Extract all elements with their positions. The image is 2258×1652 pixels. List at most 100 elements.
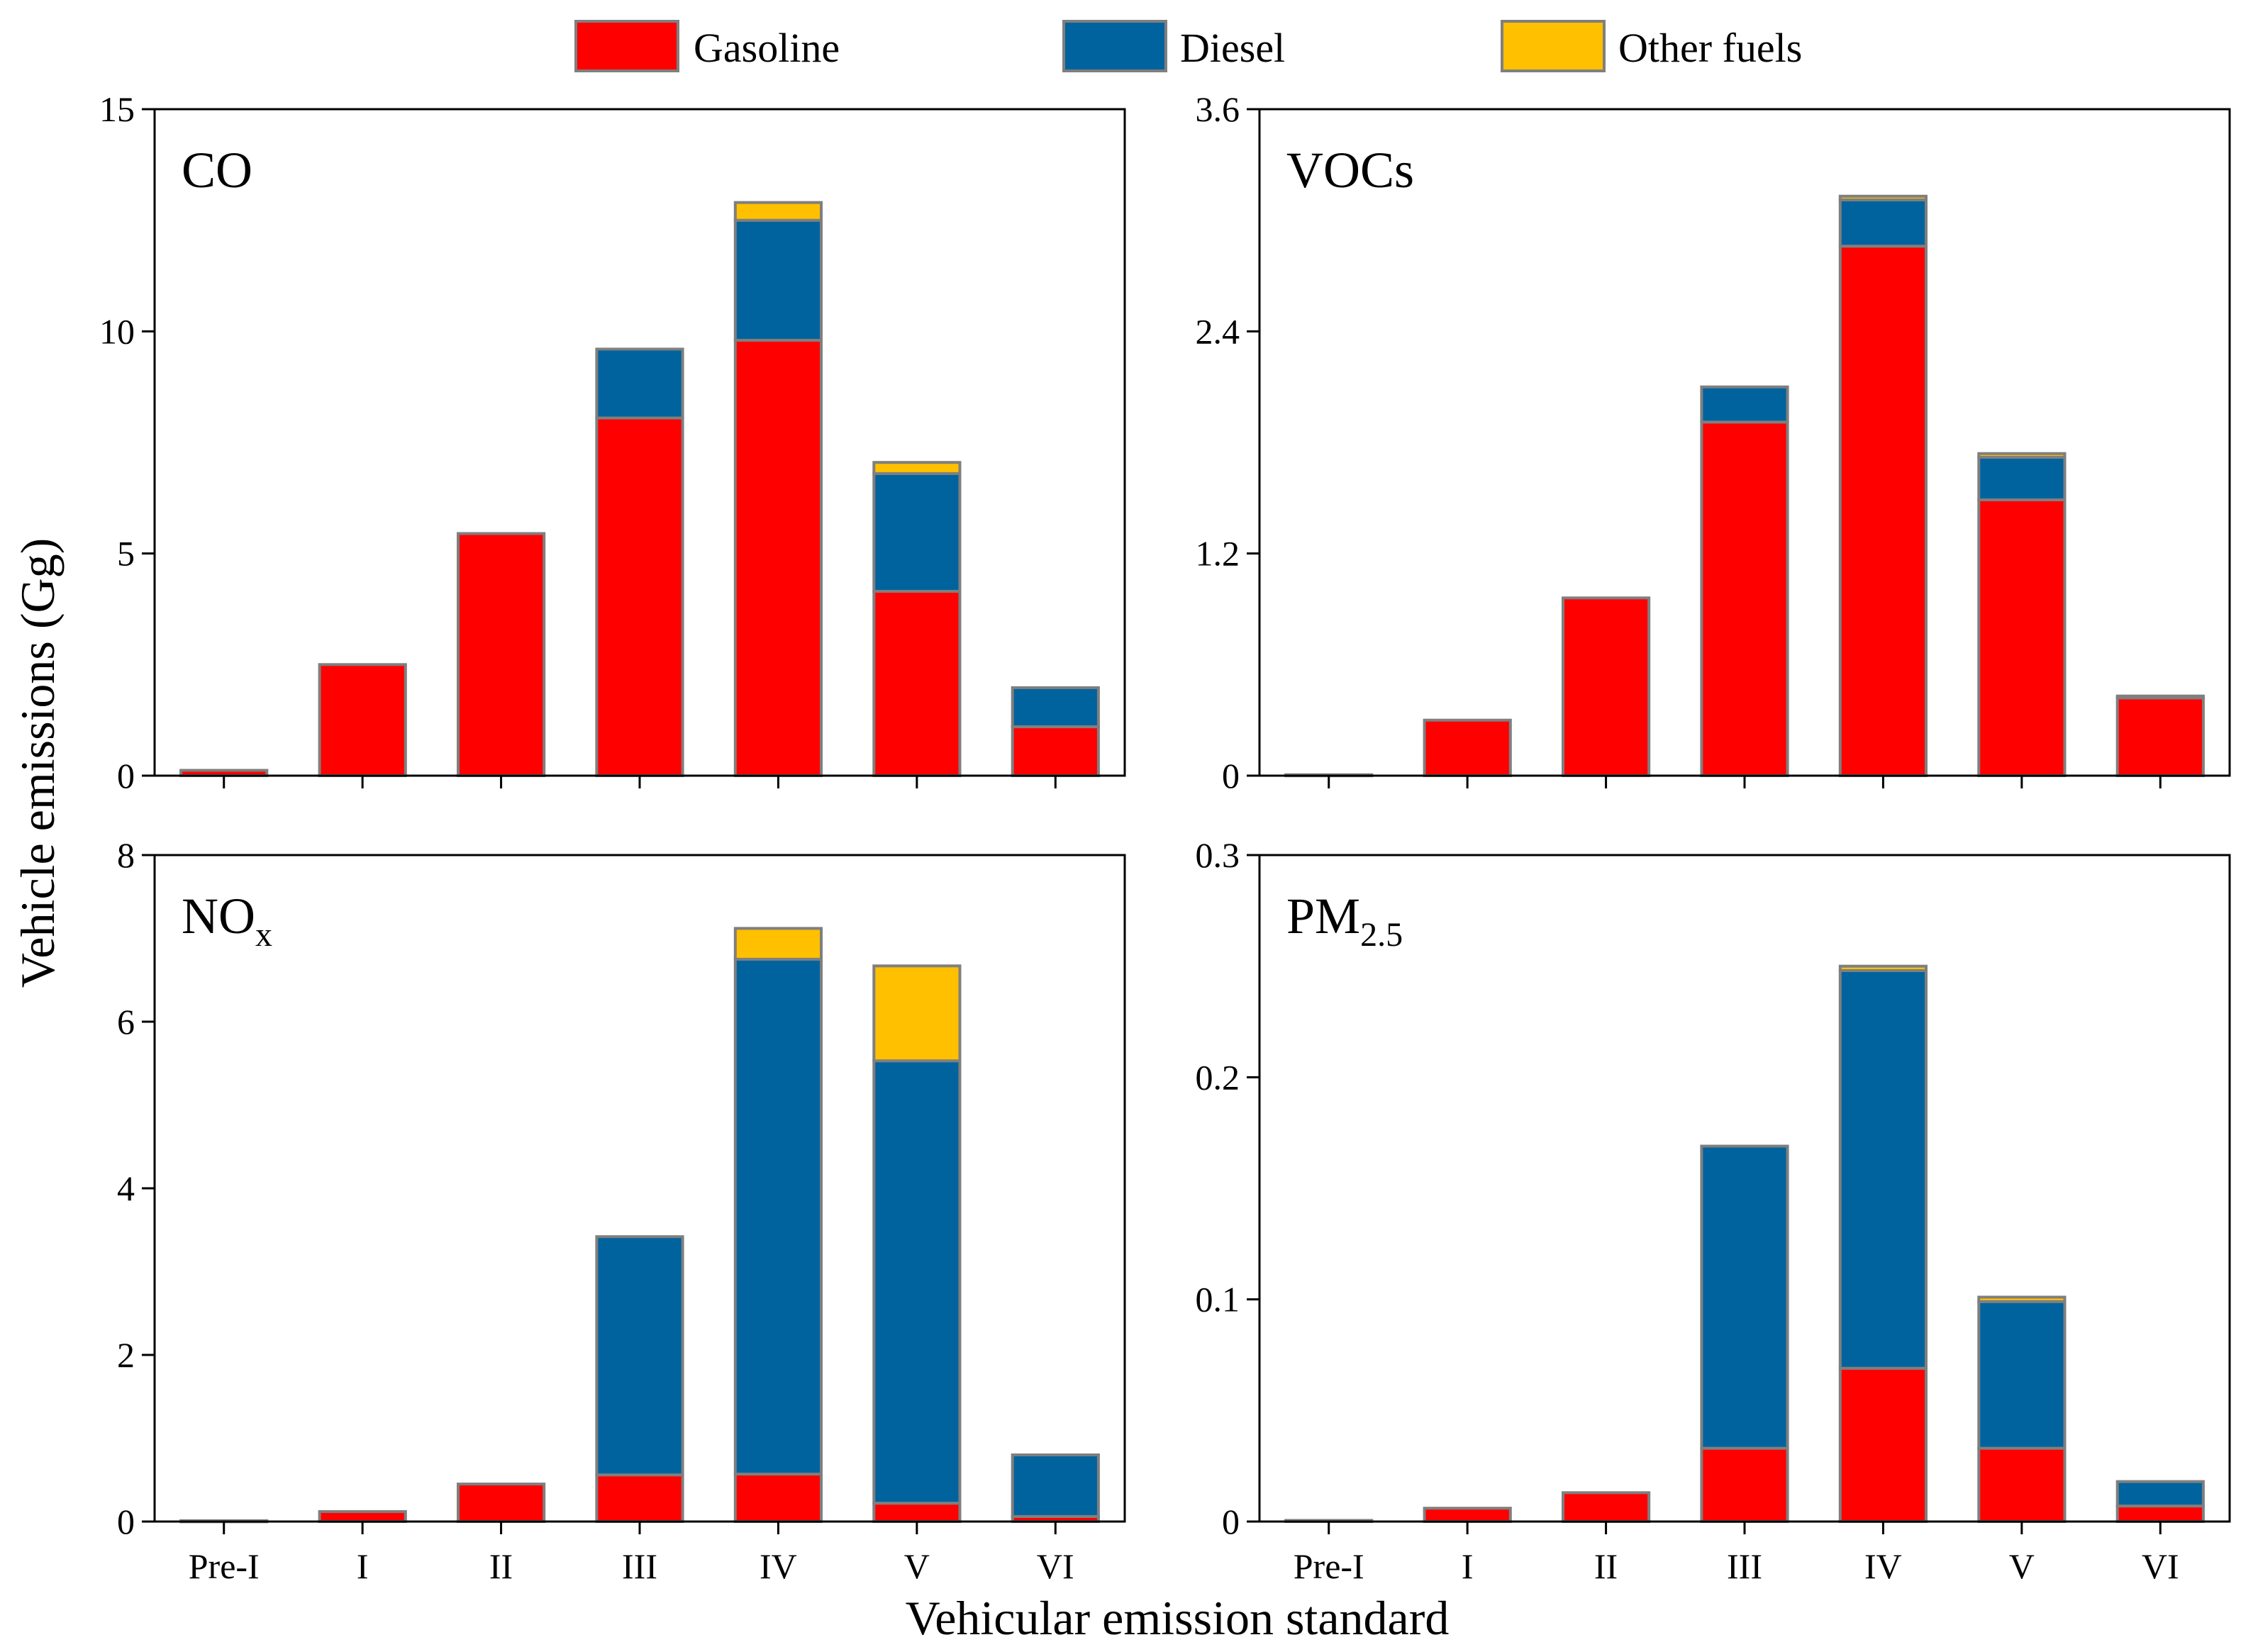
bar-nox-diesel-3	[595, 1235, 684, 1477]
bar-group-nox-4	[733, 927, 823, 1523]
y-tick-label-pm25-2: 0.2	[1196, 1057, 1240, 1097]
bar-co-gasoline-5	[872, 589, 962, 778]
bar-group-vocs-6	[2115, 694, 2205, 777]
bar-pm25-other-fuels-4	[1838, 964, 1928, 972]
panel-title-nox: NOx	[182, 888, 272, 954]
y-tick-label-nox-4: 8	[117, 835, 135, 875]
bar-group-co-4	[733, 201, 823, 777]
bar-pm25-gasoline-6	[2115, 1505, 2205, 1524]
bar-group-pm25-2	[1562, 1491, 1651, 1524]
bar-group-pm25-6	[2115, 1480, 2205, 1524]
legend-label-gasoline: Gasoline	[694, 25, 840, 71]
bar-vocs-gasoline-1	[1423, 718, 1512, 778]
bar-group-nox-3	[595, 1235, 684, 1523]
x-tick-label-pm25-5: V	[2009, 1546, 2035, 1586]
x-tick-label-pm25-3: III	[1727, 1546, 1762, 1586]
bar-nox-gasoline-5	[872, 1502, 962, 1523]
x-tick-label-nox-2: II	[489, 1546, 513, 1586]
bar-vocs-gasoline-3	[1700, 420, 1789, 777]
bar-co-other-fuels-4	[733, 201, 823, 222]
y-tick-label-co-1: 5	[117, 534, 135, 574]
bar-group-co-2	[457, 532, 546, 777]
bar-group-nox-1	[318, 1509, 407, 1523]
bar-co-other-fuels-5	[872, 461, 962, 475]
legend-item-gasoline: Gasoline	[574, 20, 840, 72]
bar-co-diesel-6	[1011, 686, 1100, 729]
bar-vocs-diesel-5	[1977, 455, 2067, 502]
y-tick-label-co-3: 15	[99, 89, 135, 129]
panel-co: 0 5 10 15 CO	[99, 89, 1126, 796]
y-tick-label-nox-0: 0	[117, 1502, 135, 1541]
x-axis-title: Vehicular emission standard	[906, 1591, 1450, 1645]
bar-co-gasoline-6	[1011, 725, 1100, 777]
bar-vocs-gasoline-5	[1977, 498, 2067, 778]
x-tick-label-nox-5: V	[904, 1546, 930, 1586]
bar-vocs-other-fuels-5	[1977, 452, 2067, 459]
y-tick-label-vocs-1: 1.2	[1196, 534, 1240, 574]
bar-nox-diesel-5	[872, 1059, 962, 1505]
legend-swatch-gasoline	[574, 20, 679, 72]
bar-vocs-other-fuels-4	[1838, 194, 1928, 201]
x-tick-label-pm25-6: VI	[2142, 1546, 2179, 1586]
bar-pm25-gasoline-5	[1977, 1446, 2067, 1523]
bar-co-gasoline-1	[318, 663, 407, 777]
bar-pm25-diesel-3	[1700, 1144, 1789, 1450]
bar-group-nox-6	[1011, 1453, 1100, 1523]
x-tick-label-nox-1: I	[357, 1546, 369, 1586]
bar-pm25-diesel-4	[1838, 969, 1928, 1370]
bar-co-diesel-3	[595, 347, 684, 420]
x-tick-label-nox-6: VI	[1037, 1546, 1074, 1586]
bar-group-vocs-2	[1562, 596, 1651, 777]
bar-co-gasoline-2	[457, 532, 546, 777]
legend-swatch-other-fuels	[1501, 20, 1606, 72]
bar-nox-other-fuels-5	[872, 964, 962, 1063]
y-tick-label-vocs-0: 0	[1222, 756, 1240, 796]
bar-co-gasoline-4	[733, 338, 823, 777]
y-tick-label-co-2: 10	[99, 311, 135, 351]
bar-pm25-gasoline-1	[1423, 1507, 1512, 1523]
bar-nox-gasoline-4	[733, 1473, 823, 1523]
bar-group-vocs-5	[1977, 452, 2067, 778]
bar-group-nox-2	[457, 1483, 546, 1524]
y-axis-title: Vehicle emissions (Gg)	[11, 538, 65, 988]
y-tick-label-nox-3: 6	[117, 1002, 135, 1042]
legend-label-other-fuels: Other fuels	[1618, 25, 1802, 71]
bar-group-vocs-1	[1423, 718, 1512, 778]
bar-group-co-1	[318, 663, 407, 777]
bar-group-vocs-4	[1838, 194, 1928, 777]
bar-nox-other-fuels-4	[733, 927, 823, 961]
bar-co-gasoline-3	[595, 416, 684, 777]
bar-group-pm25-5	[1977, 1295, 2067, 1523]
legend-item-other-fuels: Other fuels	[1501, 20, 1802, 72]
x-tick-label-nox-0: Pre-I	[189, 1546, 260, 1586]
y-tick-label-nox-1: 2	[117, 1335, 135, 1375]
y-tick-label-nox-2: 4	[117, 1168, 135, 1208]
x-tick-label-nox-4: IV	[760, 1546, 797, 1586]
bar-vocs-diesel-6	[2115, 694, 2205, 700]
bar-group-pm25-4	[1838, 964, 1928, 1524]
y-tick-label-pm25-1: 0.1	[1196, 1280, 1240, 1319]
legend-swatch-diesel	[1062, 20, 1167, 72]
bar-pm25-gasoline-4	[1838, 1366, 1928, 1524]
x-tick-label-pm25-1: I	[1462, 1546, 1474, 1586]
bar-vocs-diesel-4	[1838, 198, 1928, 248]
bar-pm25-gasoline-3	[1700, 1446, 1789, 1523]
y-tick-label-pm25-0: 0	[1222, 1502, 1240, 1541]
bar-pm25-diesel-6	[2115, 1480, 2205, 1508]
bar-vocs-gasoline-6	[2115, 696, 2205, 777]
legend-item-diesel: Diesel	[1062, 20, 1285, 72]
bar-vocs-gasoline-4	[1838, 245, 1928, 777]
bar-pm25-gasoline-2	[1562, 1491, 1651, 1524]
x-tick-label-pm25-2: II	[1594, 1546, 1618, 1586]
legend: Gasoline Diesel Other fuels	[574, 20, 1802, 72]
bar-group-vocs-3	[1700, 385, 1789, 777]
bar-vocs-gasoline-2	[1562, 596, 1651, 777]
y-tick-label-co-0: 0	[117, 756, 135, 796]
bar-co-diesel-5	[872, 471, 962, 593]
panel-vocs: 0 1.2 2.4 3.6 VOCs	[1196, 89, 2231, 796]
bar-pm25-other-fuels-5	[1977, 1295, 2067, 1303]
panel-title-pm25: PM2.5	[1286, 888, 1403, 954]
bar-nox-diesel-4	[733, 957, 823, 1476]
